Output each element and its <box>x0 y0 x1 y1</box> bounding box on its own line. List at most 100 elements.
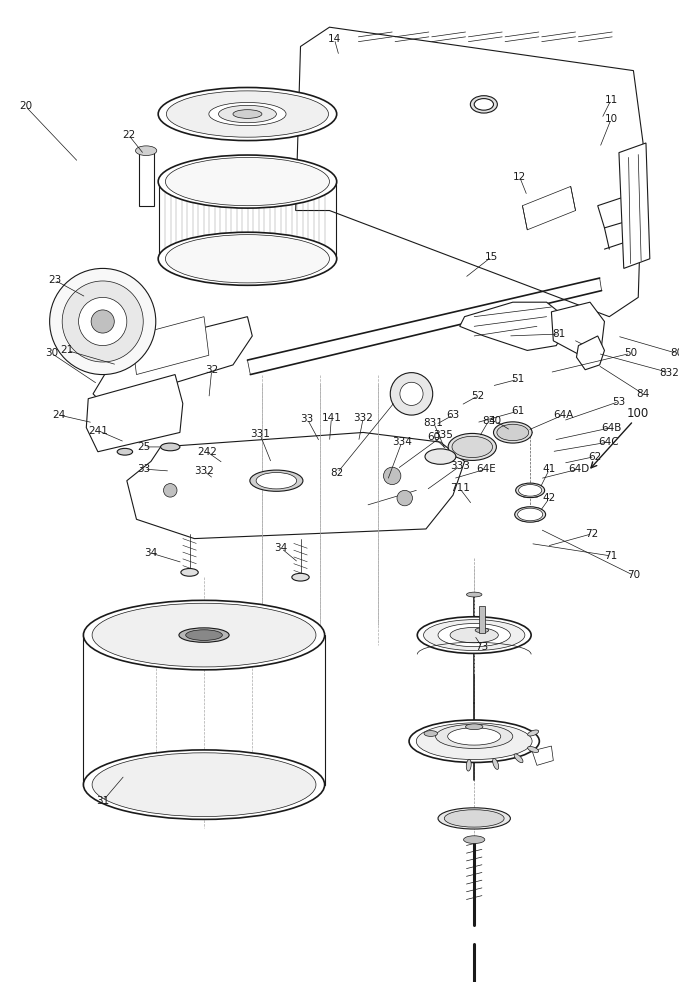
Ellipse shape <box>84 600 325 670</box>
Text: 51: 51 <box>511 374 524 384</box>
Ellipse shape <box>444 810 504 827</box>
Ellipse shape <box>418 617 531 653</box>
Ellipse shape <box>493 758 498 769</box>
Text: 332: 332 <box>353 413 373 423</box>
Text: 334: 334 <box>392 437 411 447</box>
Circle shape <box>397 490 412 506</box>
Ellipse shape <box>528 730 538 736</box>
Ellipse shape <box>450 627 498 643</box>
Text: 33: 33 <box>301 414 314 424</box>
Ellipse shape <box>161 443 180 451</box>
Text: 84: 84 <box>636 389 650 399</box>
Ellipse shape <box>416 723 532 760</box>
Polygon shape <box>295 27 643 317</box>
Ellipse shape <box>166 235 329 283</box>
Text: 32: 32 <box>205 365 219 375</box>
Text: 30: 30 <box>45 348 58 358</box>
Text: 82: 82 <box>331 468 344 478</box>
Ellipse shape <box>185 630 222 640</box>
Text: 41: 41 <box>543 464 556 474</box>
Ellipse shape <box>292 573 309 581</box>
Ellipse shape <box>436 724 513 748</box>
Polygon shape <box>86 375 183 452</box>
Ellipse shape <box>438 808 511 829</box>
Ellipse shape <box>466 592 482 597</box>
Text: 331: 331 <box>250 429 270 439</box>
Text: 242: 242 <box>197 447 217 457</box>
Text: 70: 70 <box>627 570 640 580</box>
Polygon shape <box>576 336 604 370</box>
Text: 335: 335 <box>433 430 454 440</box>
Ellipse shape <box>515 507 546 522</box>
Text: 25: 25 <box>138 442 151 452</box>
Text: 80: 80 <box>670 348 679 358</box>
Ellipse shape <box>179 628 229 642</box>
Circle shape <box>62 281 143 362</box>
Text: 64B: 64B <box>601 423 621 433</box>
Text: 33: 33 <box>138 464 151 474</box>
Ellipse shape <box>181 569 198 576</box>
Polygon shape <box>460 302 570 350</box>
Ellipse shape <box>158 87 337 141</box>
Text: 64A: 64A <box>553 410 573 420</box>
Text: 81: 81 <box>553 329 566 339</box>
Ellipse shape <box>425 449 456 464</box>
Ellipse shape <box>166 157 329 206</box>
Polygon shape <box>532 746 553 765</box>
Text: 34: 34 <box>145 548 158 558</box>
Text: 24: 24 <box>53 410 66 420</box>
Ellipse shape <box>452 436 492 458</box>
Text: 50: 50 <box>624 348 637 358</box>
Ellipse shape <box>233 110 262 118</box>
Text: 22: 22 <box>122 130 135 140</box>
Ellipse shape <box>514 754 523 763</box>
Ellipse shape <box>515 483 545 498</box>
Ellipse shape <box>528 746 538 752</box>
Ellipse shape <box>256 472 297 489</box>
Text: 831: 831 <box>424 418 443 428</box>
Text: 141: 141 <box>321 413 342 423</box>
Ellipse shape <box>409 720 539 762</box>
Ellipse shape <box>136 146 157 156</box>
Text: 11: 11 <box>604 95 618 105</box>
Ellipse shape <box>158 155 337 208</box>
Circle shape <box>384 467 401 485</box>
Text: 52: 52 <box>471 391 485 401</box>
Text: 62: 62 <box>588 452 602 462</box>
Text: 23: 23 <box>48 275 61 285</box>
Text: 332: 332 <box>194 466 214 476</box>
Ellipse shape <box>497 424 529 441</box>
Text: 100: 100 <box>627 407 649 420</box>
Text: 64C: 64C <box>598 437 619 447</box>
Ellipse shape <box>464 836 485 844</box>
Text: 711: 711 <box>449 483 470 493</box>
Text: 53: 53 <box>612 397 625 407</box>
Text: 20: 20 <box>19 101 32 111</box>
Ellipse shape <box>471 96 497 113</box>
Ellipse shape <box>424 620 525 651</box>
Text: 63: 63 <box>446 410 460 420</box>
Ellipse shape <box>466 724 483 730</box>
Text: 60: 60 <box>427 432 440 442</box>
Text: 40: 40 <box>489 416 502 426</box>
Text: 10: 10 <box>605 114 618 124</box>
Polygon shape <box>522 186 576 230</box>
Text: 241: 241 <box>88 426 108 436</box>
Ellipse shape <box>92 603 316 667</box>
Ellipse shape <box>209 102 286 126</box>
Bar <box>139 153 154 206</box>
Ellipse shape <box>158 232 337 285</box>
Circle shape <box>390 373 433 415</box>
Text: 64E: 64E <box>476 464 496 474</box>
Polygon shape <box>127 432 464 539</box>
Text: 31: 31 <box>96 796 109 806</box>
Text: 73: 73 <box>475 642 489 652</box>
Text: 72: 72 <box>585 529 599 539</box>
Ellipse shape <box>250 470 303 491</box>
Ellipse shape <box>519 485 542 496</box>
Polygon shape <box>619 143 650 268</box>
Ellipse shape <box>117 448 132 455</box>
Text: 14: 14 <box>328 34 341 44</box>
Circle shape <box>79 297 127 346</box>
Text: 42: 42 <box>543 493 556 503</box>
